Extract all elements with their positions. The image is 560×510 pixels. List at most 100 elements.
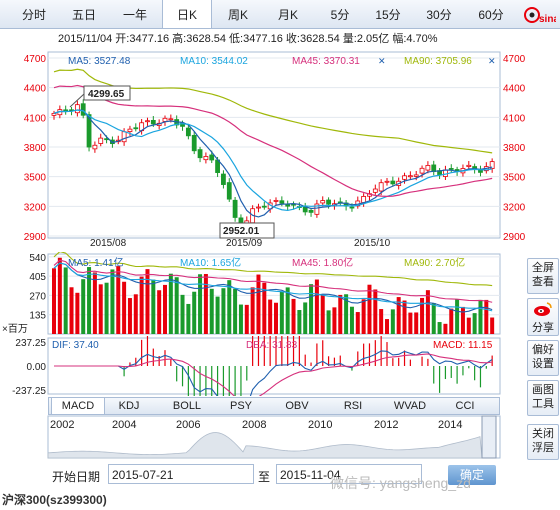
ind-kdj[interactable]: KDJ (118, 400, 140, 412)
volume-bar (332, 307, 337, 334)
tab-60min[interactable]: 60分 (478, 8, 504, 22)
ind-boll[interactable]: BOLL (172, 400, 202, 412)
volume-bar (478, 299, 483, 334)
range-selector-handle[interactable] (481, 415, 497, 459)
macd-chart[interactable]: 237.250.00-237.25 DIF: 37.40 DEA: 31.83 … (0, 336, 527, 396)
volume-bar (460, 306, 465, 334)
candle-body (372, 188, 378, 193)
volume-bar (466, 317, 471, 334)
xtick-aug: 2015/08 (90, 238, 127, 249)
vol-ytick: 270 (29, 291, 46, 302)
svg-text:sina: sina (539, 14, 556, 25)
fullscreen-label: 全屏查看 (532, 262, 554, 288)
year-2006: 2006 (176, 419, 200, 431)
year-2010: 2010 (308, 419, 332, 431)
vol-ma45-line (53, 259, 493, 303)
tab-30min[interactable]: 30分 (426, 8, 452, 22)
volume-bar (402, 300, 407, 334)
vol-legend-ma90: MA90: 2.70亿 (404, 256, 465, 269)
preferences-button[interactable]: 偏好设置 (527, 340, 559, 376)
tab-5min[interactable]: 5分 (330, 8, 350, 22)
kline-chart[interactable]: 4700 4400 4100 3800 3500 3200 2900 4700 4400 410… (0, 50, 527, 250)
candle-body (349, 206, 355, 209)
share-label: 分享 (532, 322, 554, 334)
volume-bar (203, 273, 208, 334)
tab-fenshi[interactable]: 分时 (21, 8, 46, 22)
legend-ma90-close-icon[interactable]: ✕ (488, 56, 496, 66)
candle-body (232, 199, 238, 218)
ytick-right: 2900 (503, 232, 526, 243)
candle-body (92, 144, 98, 150)
legend-ma45-close-icon[interactable]: ✕ (378, 56, 386, 66)
volume-bar (361, 299, 366, 334)
confirm-button[interactable]: 确定 (448, 465, 496, 485)
volume-chart[interactable]: 540 405 270 135 MA5: 1.41亿 MA10: 1.65亿 MA45… (0, 252, 527, 336)
start-date-input[interactable]: 2015-07-21 (108, 464, 254, 484)
volume-bar (227, 280, 232, 334)
tab-daily-k[interactable]: 日K (162, 0, 212, 28)
close-overlay-button[interactable]: 关闭浮层 (527, 424, 559, 460)
volume-bar (116, 266, 121, 334)
volume-bar (314, 279, 319, 334)
volume-bar (215, 296, 220, 334)
tab-monthly-k[interactable]: 月K (277, 8, 298, 22)
year-2002: 2002 (50, 419, 74, 431)
candle-body (448, 168, 454, 170)
candle-body (197, 149, 203, 159)
candle-body (384, 180, 390, 183)
tab-weekly-k[interactable]: 周K (227, 8, 248, 22)
macd-value-legend: MACD: 11.15 (433, 340, 493, 351)
volume-bar (449, 308, 454, 334)
volume-bar (244, 304, 249, 334)
ytick-left: 3800 (24, 143, 47, 154)
ind-rsi[interactable]: RSI (343, 400, 363, 412)
fullscreen-button[interactable]: 全屏查看 (527, 258, 559, 294)
year-2008: 2008 (242, 419, 266, 431)
ytick-right: 4100 (503, 113, 526, 124)
vol-ytick: 135 (29, 311, 46, 322)
candle-body (133, 127, 139, 130)
vol-legend-ma10: MA10: 1.65亿 (180, 256, 241, 269)
candle-body (361, 196, 367, 203)
ind-cci[interactable]: CCI (455, 400, 475, 412)
volume-bar (291, 298, 296, 334)
volume-bar (373, 289, 378, 334)
ind-psy[interactable]: PSY (229, 400, 252, 412)
tab-one-year[interactable]: 一年 (122, 8, 147, 22)
volume-bar (168, 273, 173, 334)
volume-bar (408, 312, 413, 334)
tab-15min[interactable]: 15分 (375, 8, 401, 22)
candle-body (279, 200, 285, 204)
xtick-sep: 2015/09 (226, 238, 263, 249)
volume-bar (472, 313, 477, 334)
volume-bar (180, 294, 185, 334)
macd-dif-legend: DIF: 37.40 (52, 340, 99, 351)
sina-logo-icon: sina (524, 7, 556, 25)
volume-bar (320, 295, 325, 334)
volume-bar (425, 290, 430, 334)
candle-body (402, 175, 407, 180)
drawing-tools-button[interactable]: 画图工具 (527, 380, 559, 416)
vol-ytick: 405 (29, 272, 46, 283)
volume-bar (157, 290, 162, 334)
candle-body (168, 118, 174, 121)
volume-bar (250, 287, 255, 334)
candle-body (273, 200, 279, 202)
timeline-navigator[interactable]: 2002 2004 2006 2008 2010 2012 2014 (0, 414, 527, 460)
share-button[interactable]: 分享 (527, 298, 559, 336)
candle-body (261, 205, 267, 208)
candle-body (127, 128, 133, 132)
end-date-input[interactable]: 2015-11-04 (276, 464, 422, 484)
tab-five-day[interactable]: 五日 (71, 8, 96, 22)
volume-bar (262, 282, 267, 334)
ind-wvad[interactable]: WVAD (393, 400, 427, 412)
ind-macd[interactable]: MACD (51, 397, 105, 415)
ytick-left: 2900 (24, 232, 47, 243)
volume-bar (274, 302, 278, 334)
preferences-label: 偏好设置 (532, 344, 554, 370)
ind-obv[interactable]: OBV (285, 400, 309, 412)
candle-body (314, 203, 320, 215)
ma45-line (53, 84, 493, 197)
start-date-label: 开始日期 (52, 470, 101, 484)
year-2012: 2012 (374, 419, 398, 431)
